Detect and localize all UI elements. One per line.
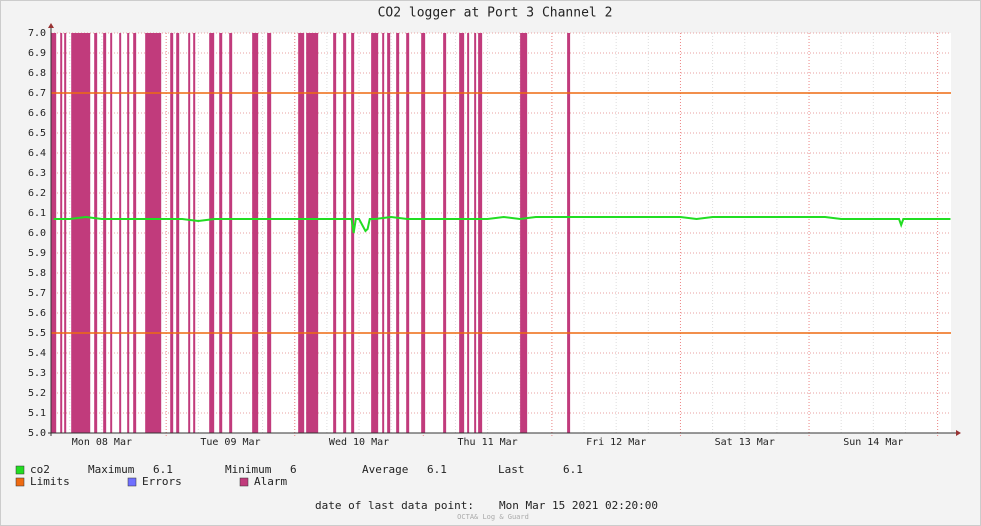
x-tick-label: Tue 09 Mar <box>200 437 260 448</box>
y-tick-label: 5.8 <box>28 268 46 279</box>
alarm-band <box>382 33 385 433</box>
alarm-band <box>176 33 180 433</box>
y-tick-label: 5.5 <box>28 328 46 339</box>
y-tick-label: 6.5 <box>28 128 46 139</box>
stat-value: 6.1 <box>153 463 173 476</box>
x-tick-label: Fri 12 Mar <box>586 437 646 448</box>
alarm-band <box>351 33 355 433</box>
stat-label: Last <box>498 463 525 476</box>
alarm-band <box>267 33 272 433</box>
alarm-band <box>229 33 233 433</box>
stat-label: Minimum <box>225 463 272 476</box>
stat-value: 6.1 <box>427 463 447 476</box>
y-tick-label: 5.0 <box>28 428 46 439</box>
alarm-band <box>567 33 571 433</box>
alarm-band <box>133 33 137 433</box>
alarm-band <box>110 33 113 433</box>
y-tick-label: 5.2 <box>28 388 46 399</box>
y-tick-label: 6.0 <box>28 228 46 239</box>
y-tick-label: 6.2 <box>28 188 46 199</box>
alarm-band <box>421 33 426 433</box>
co2-line <box>53 215 951 234</box>
alarm-band <box>103 33 107 433</box>
stat-label: Average <box>362 463 408 476</box>
alarm-band <box>188 33 191 433</box>
x-tick-label: Thu 11 Mar <box>457 437 517 448</box>
alarm-band <box>219 33 223 433</box>
legend-swatch <box>15 465 25 475</box>
y-tick-label: 6.7 <box>28 88 46 99</box>
watermark: OCTA& Log & Guard <box>457 513 529 521</box>
y-tick-label: 5.3 <box>28 368 46 379</box>
chart-title: CO2 logger at Port 3 Channel 2 <box>378 6 613 21</box>
stat-value: 6.1 <box>563 463 583 476</box>
y-tick-label: 6.9 <box>28 48 46 59</box>
legend-label: Limits <box>30 475 70 488</box>
alarm-band <box>396 33 400 433</box>
legend-swatch <box>127 477 137 487</box>
alarm-band <box>371 33 379 433</box>
y-tick-label: 6.6 <box>28 108 46 119</box>
legend-swatch <box>239 477 249 487</box>
y-arrow <box>48 23 54 28</box>
legend-label: Errors <box>142 475 182 488</box>
alarm-band <box>60 33 63 433</box>
y-tick-label: 5.6 <box>28 308 46 319</box>
alarm-band <box>298 33 305 433</box>
y-tick-label: 6.1 <box>28 208 46 219</box>
alarm-band <box>443 33 447 433</box>
y-tick-label: 5.7 <box>28 288 46 299</box>
y-tick-label: 6.8 <box>28 68 46 79</box>
alarm-band <box>252 33 259 433</box>
alarm-band <box>51 33 57 433</box>
legend-swatch <box>15 477 25 487</box>
y-tick-label: 6.4 <box>28 148 46 159</box>
y-tick-label: 6.3 <box>28 168 46 179</box>
x-tick-label: Sat 13 Mar <box>715 437 775 448</box>
alarm-band <box>333 33 337 433</box>
footer-label: date of last data point: <box>315 499 474 512</box>
y-tick-label: 5.4 <box>28 348 46 359</box>
alarm-band <box>209 33 215 433</box>
alarm-band <box>94 33 98 433</box>
stat-value: 6 <box>290 463 297 476</box>
alarm-band <box>474 33 477 433</box>
alarm-band <box>478 33 483 433</box>
alarm-band <box>343 33 347 433</box>
legend-label: Alarm <box>254 475 287 488</box>
y-tick-label: 7.0 <box>28 28 46 39</box>
alarm-band <box>459 33 465 433</box>
alarm-band <box>520 33 528 433</box>
alarm-band <box>193 33 196 433</box>
alarm-band <box>387 33 391 433</box>
alarm-band <box>406 33 410 433</box>
x-tick-label: Mon 08 Mar <box>72 437 132 448</box>
y-tick-label: 5.9 <box>28 248 46 259</box>
y-tick-label: 5.1 <box>28 408 46 419</box>
alarm-band <box>64 33 67 433</box>
stat-label: Maximum <box>88 463 135 476</box>
x-arrow <box>956 430 961 436</box>
alarm-band <box>127 33 130 433</box>
alarm-band <box>467 33 470 433</box>
alarm-band <box>170 33 174 433</box>
legend-label: co2 <box>30 463 50 476</box>
footer-value: Mon Mar 15 2021 02:20:00 <box>499 499 658 512</box>
x-tick-label: Wed 10 Mar <box>329 437 389 448</box>
x-tick-label: Sun 14 Mar <box>843 437 903 448</box>
alarm-band <box>119 33 122 433</box>
